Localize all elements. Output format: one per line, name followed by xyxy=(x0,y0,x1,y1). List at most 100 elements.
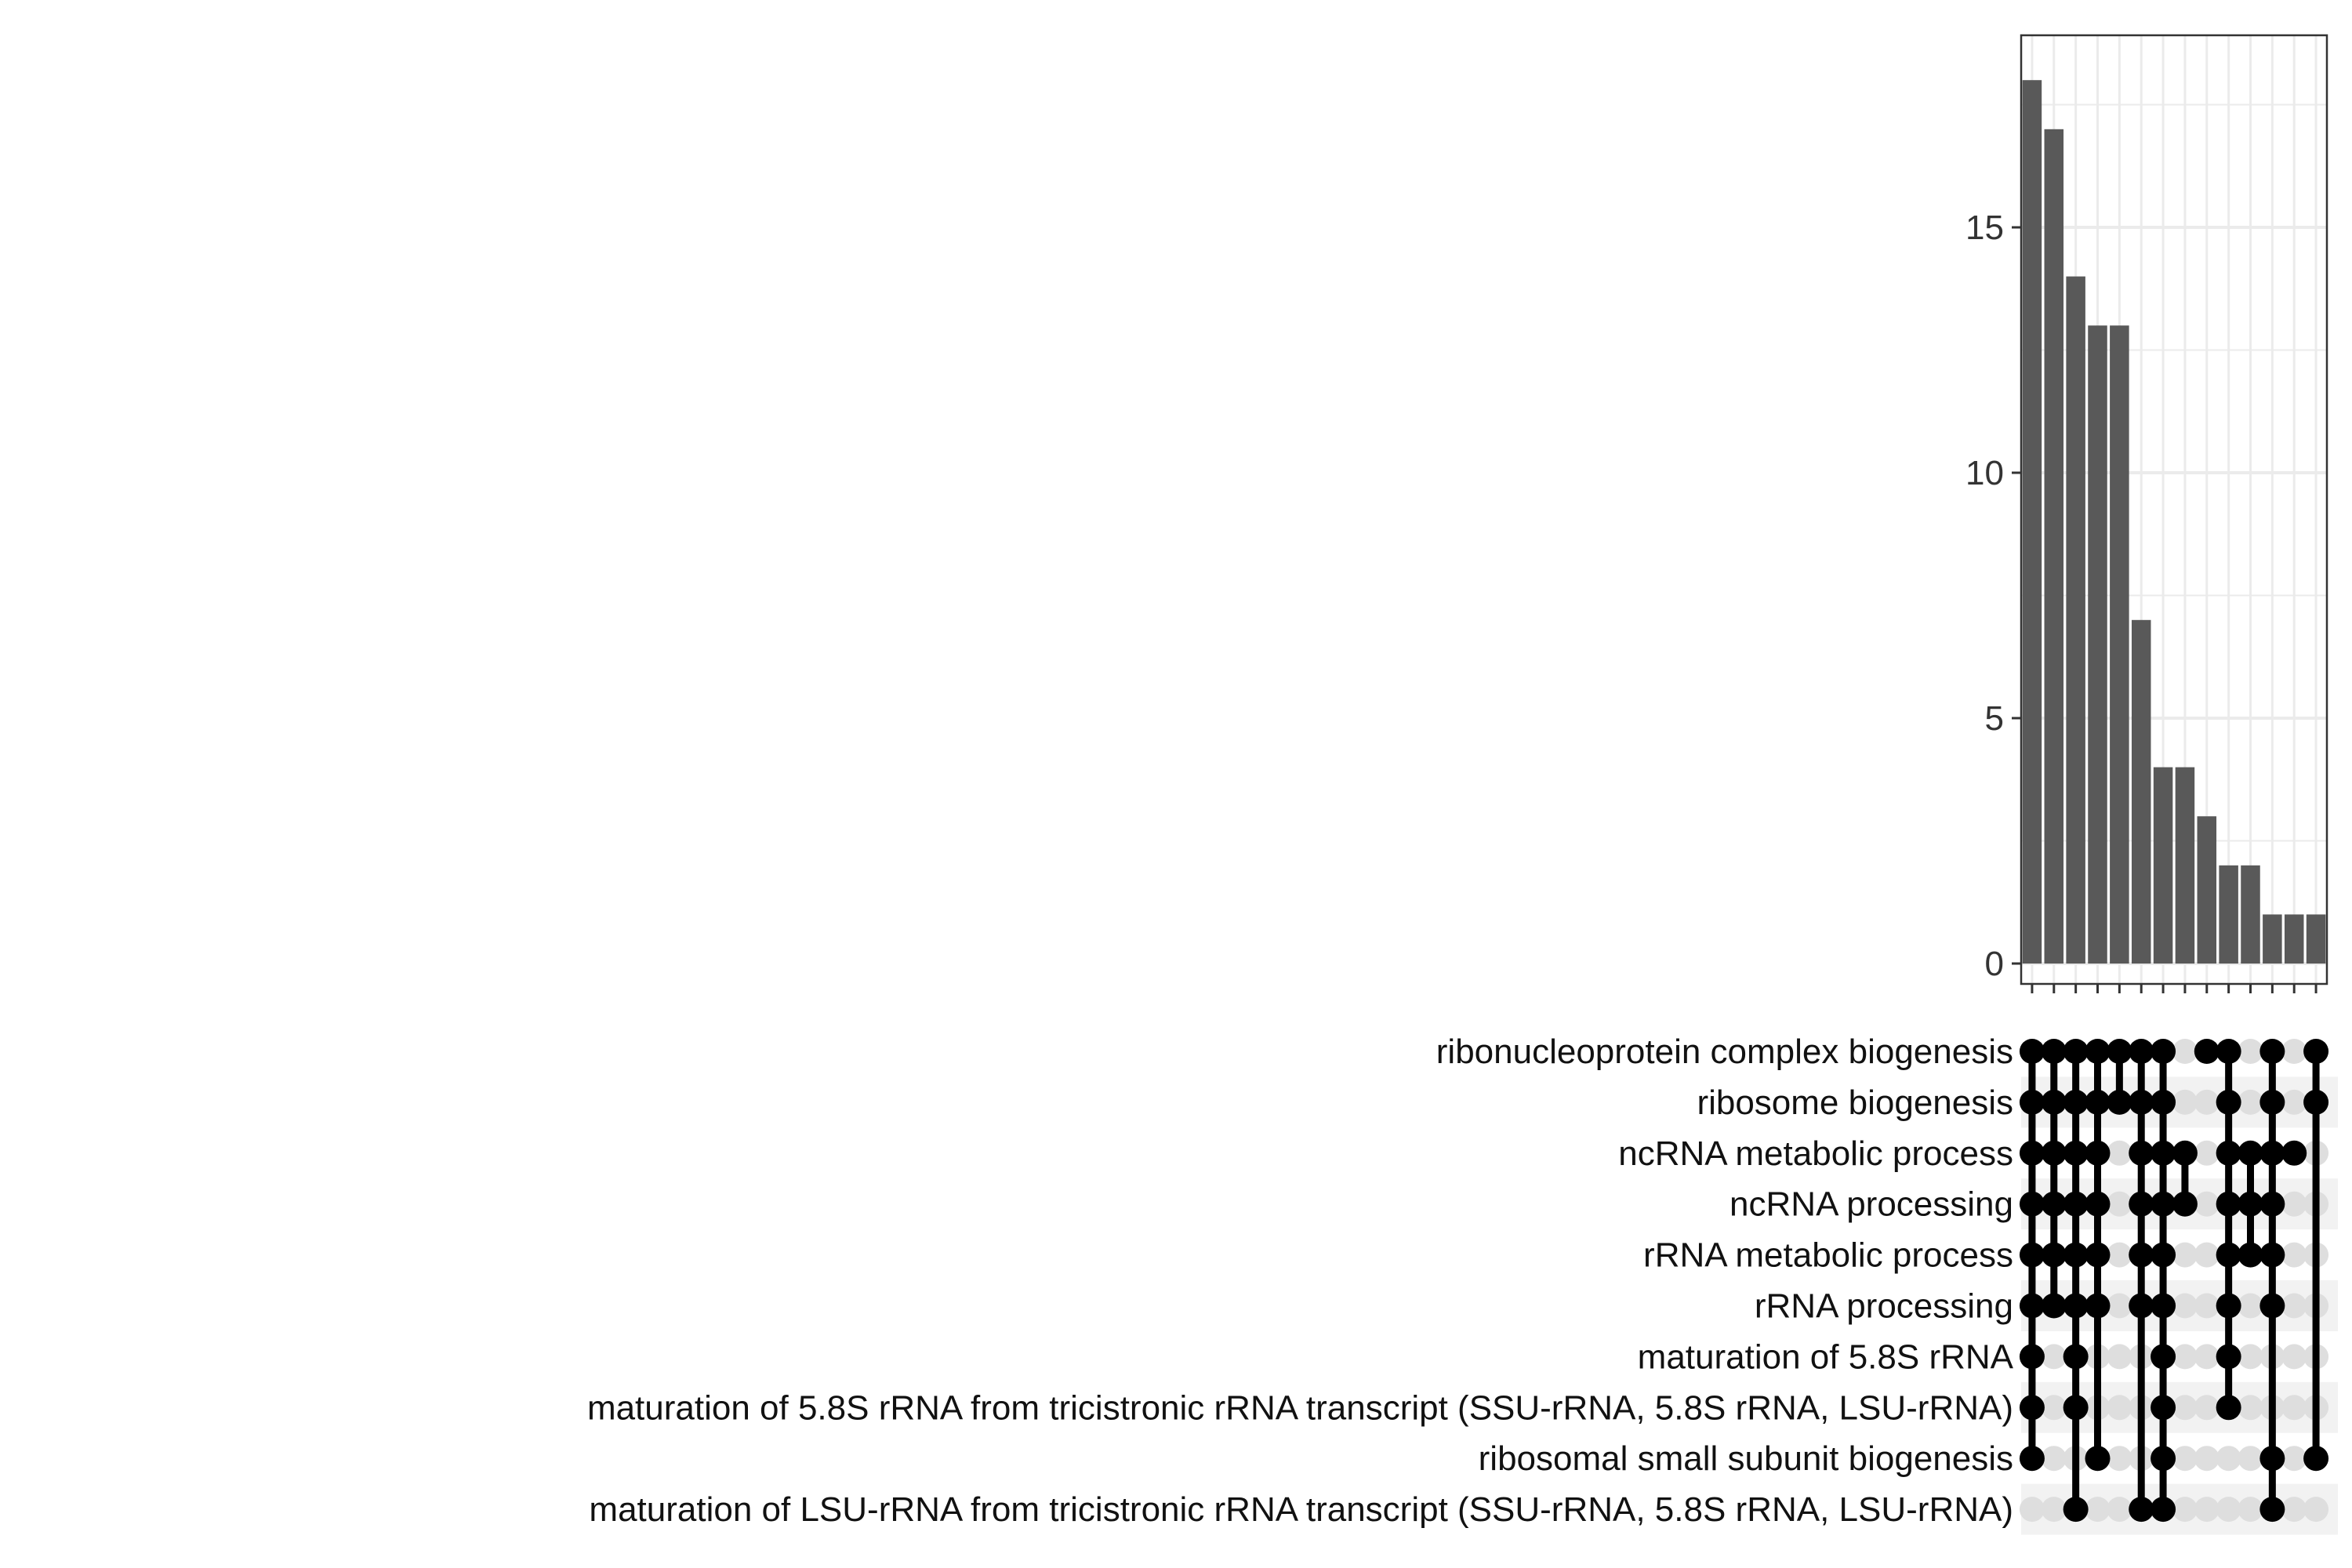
matrix-dot-active xyxy=(2238,1140,2263,1166)
matrix-dot-active xyxy=(2129,1293,2154,1319)
matrix-dot-inactive xyxy=(2194,1446,2220,1472)
matrix-dot-active xyxy=(2041,1293,2067,1319)
set-label: maturation of 5.8S rRNA from tricistroni… xyxy=(587,1388,2013,1427)
matrix-dot-inactive xyxy=(2216,1446,2241,1472)
matrix-dot-active xyxy=(2281,1140,2307,1166)
intersection-bar xyxy=(2284,914,2304,964)
matrix-dot-active xyxy=(2259,1293,2285,1319)
intersection-bar xyxy=(2263,914,2282,964)
matrix-dot-inactive xyxy=(2216,1497,2241,1523)
matrix-dot-inactive xyxy=(2041,1395,2067,1421)
matrix-dot-inactive xyxy=(2238,1446,2263,1472)
matrix-dot-active xyxy=(2041,1242,2067,1268)
matrix-dot-inactive xyxy=(2107,1446,2132,1472)
matrix-dot-active xyxy=(2129,1191,2154,1217)
matrix-dot-active xyxy=(2085,1191,2111,1217)
matrix-dot-inactive xyxy=(2041,1497,2067,1523)
matrix-dot-active xyxy=(2216,1089,2241,1115)
matrix-dot-inactive xyxy=(2194,1089,2220,1115)
matrix-dot-inactive xyxy=(2194,1140,2220,1166)
matrix-dot-active xyxy=(2259,1242,2285,1268)
matrix-dot-active xyxy=(2063,1395,2089,1421)
matrix-dot-inactive xyxy=(2238,1089,2263,1115)
matrix-dot-active xyxy=(2063,1191,2089,1217)
intersection-bar xyxy=(2131,619,2151,964)
matrix-dot-active xyxy=(2151,1293,2176,1319)
matrix-dot-active xyxy=(2085,1446,2111,1472)
intersection-bar xyxy=(2306,914,2326,964)
set-label: rRNA processing xyxy=(1755,1287,2013,1326)
matrix-dot-active xyxy=(2041,1140,2067,1166)
matrix-dot-inactive xyxy=(2172,1039,2198,1064)
matrix-dot-active xyxy=(2019,1039,2045,1064)
intersection-bar xyxy=(2197,816,2217,964)
matrix-dot-active xyxy=(2019,1446,2045,1472)
matrix-dot-inactive xyxy=(2194,1242,2220,1268)
matrix-dot-inactive xyxy=(2107,1242,2132,1268)
matrix-dot-active xyxy=(2172,1191,2198,1217)
matrix-dot-active xyxy=(2172,1140,2198,1166)
matrix-dot-inactive xyxy=(2281,1446,2307,1472)
matrix-dot-inactive xyxy=(2172,1395,2198,1421)
intersection-bar xyxy=(2219,865,2238,964)
matrix-dot-active xyxy=(2303,1039,2329,1064)
matrix-dot-active xyxy=(2019,1242,2045,1268)
matrix-dot-active xyxy=(2216,1039,2241,1064)
matrix-dot-active xyxy=(2151,1344,2176,1370)
matrix-dot-active xyxy=(2019,1395,2045,1421)
matrix-dot-active xyxy=(2151,1242,2176,1268)
matrix-dot-inactive xyxy=(2194,1293,2220,1319)
matrix-dot-active xyxy=(2259,1191,2285,1217)
matrix-dot-active xyxy=(2085,1140,2111,1166)
bar-panel: 0 5 10 15 xyxy=(1965,34,2328,993)
matrix-dot-active xyxy=(2259,1089,2285,1115)
set-label: ribosome biogenesis xyxy=(1697,1083,2013,1122)
matrix-dot-active xyxy=(2259,1446,2285,1472)
matrix-dot-active xyxy=(2151,1039,2176,1064)
set-label: maturation of LSU-rRNA from tricistronic… xyxy=(589,1490,2013,1529)
set-label: ncRNA metabolic process xyxy=(1618,1134,2013,1173)
matrix-dot-inactive xyxy=(2194,1497,2220,1523)
matrix-dot-active xyxy=(2085,1039,2111,1064)
matrix-dot-inactive xyxy=(2107,1293,2132,1319)
matrix-dot-inactive xyxy=(2281,1039,2307,1064)
matrix-dot-active xyxy=(2019,1089,2045,1115)
matrix-dot-active xyxy=(2151,1191,2176,1217)
matrix-dot-active xyxy=(2129,1089,2154,1115)
set-label: ribosomal small subunit biogenesis xyxy=(1479,1439,2013,1478)
intersection-bar xyxy=(2175,767,2195,964)
matrix-dot-inactive xyxy=(2281,1344,2307,1370)
matrix-dot-active xyxy=(2151,1089,2176,1115)
matrix-dot-inactive xyxy=(2172,1089,2198,1115)
matrix-dot-inactive xyxy=(2281,1089,2307,1115)
matrix-dot-active xyxy=(2129,1242,2154,1268)
matrix-dot-inactive xyxy=(2019,1497,2045,1523)
matrix-dot-active xyxy=(2238,1191,2263,1217)
intersection-bar xyxy=(2110,325,2129,964)
matrix-dot-inactive xyxy=(2107,1497,2132,1523)
y-tick-label: 0 xyxy=(1985,945,2004,983)
matrix-dot-inactive xyxy=(2107,1191,2132,1217)
matrix-dot-active xyxy=(2238,1242,2263,1268)
matrix-dot-active xyxy=(2041,1039,2067,1064)
matrix-dot-active xyxy=(2216,1191,2241,1217)
y-tick-label: 10 xyxy=(1965,454,2004,492)
matrix-dot-inactive xyxy=(2172,1497,2198,1523)
intersection-bar xyxy=(2044,129,2064,964)
matrix-dot-inactive xyxy=(2041,1344,2067,1370)
matrix-dot-inactive xyxy=(2194,1395,2220,1421)
matrix-dot-active xyxy=(2063,1497,2089,1523)
matrix-dot-inactive xyxy=(2238,1344,2263,1370)
intersection-bar xyxy=(2022,80,2042,964)
matrix-dot-active xyxy=(2063,1089,2089,1115)
matrix-dot-active xyxy=(2063,1344,2089,1370)
matrix-dot-inactive xyxy=(2172,1344,2198,1370)
intersection-bar xyxy=(2066,276,2085,964)
matrix-dot-inactive xyxy=(2085,1497,2111,1523)
matrix-dot-active xyxy=(2129,1497,2154,1523)
intersection-bar xyxy=(2241,865,2260,964)
matrix-dot-active xyxy=(2216,1293,2241,1319)
matrix-dot-active xyxy=(2085,1089,2111,1115)
matrix-dot-active xyxy=(2041,1089,2067,1115)
intersection-bar xyxy=(2088,325,2107,964)
